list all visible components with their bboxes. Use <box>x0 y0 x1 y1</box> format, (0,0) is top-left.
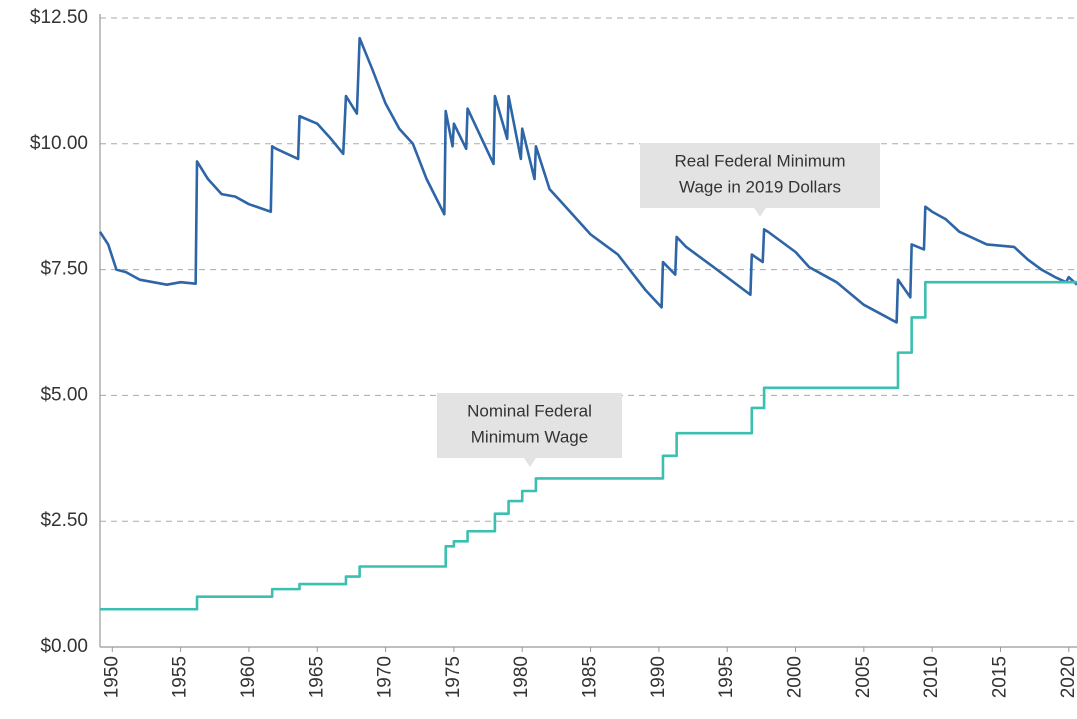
data-line <box>100 280 1077 611</box>
x-tick-label: 2000 <box>785 656 806 698</box>
y-tick-label: $0.00 <box>40 636 88 657</box>
x-tick-label: 2015 <box>989 656 1010 698</box>
x-tick-label: 1990 <box>648 656 669 698</box>
y-tick-label: $2.50 <box>40 510 88 531</box>
x-tick-label: 1995 <box>716 656 737 698</box>
x-tick-label: 1960 <box>238 656 259 698</box>
y-tick-label: $7.50 <box>40 259 88 280</box>
x-tick-label: 1965 <box>306 656 327 698</box>
x-tick-label: 1985 <box>580 656 601 698</box>
annotation-box <box>640 143 880 217</box>
y-tick-label: $10.00 <box>30 133 88 154</box>
annotation-text: Minimum Wage <box>471 427 588 446</box>
x-tick-label: 2010 <box>921 656 942 698</box>
annotation-text: Wage in 2019 Dollars <box>679 177 841 196</box>
x-tick-label: 1950 <box>101 656 122 698</box>
annotation: Real Federal Minimum Wage in 2019 Dollars <box>640 143 880 217</box>
x-tick-label: 1980 <box>511 656 532 698</box>
data-line <box>98 36 1077 324</box>
x-tick-label: 2005 <box>853 656 874 698</box>
y-tick-label: $5.00 <box>40 384 88 405</box>
x-tick-label: 1970 <box>375 656 396 698</box>
annotation-text: Real Federal Minimum <box>675 151 846 170</box>
x-tick-label: 1975 <box>443 656 464 698</box>
y-tick-label: $12.50 <box>30 7 88 28</box>
x-tick-label: 2020 <box>1058 656 1077 698</box>
x-tick-label: 1955 <box>170 656 191 698</box>
annotation-box <box>437 393 622 467</box>
annotation-text: Nominal Federal <box>467 401 592 420</box>
annotation: Nominal Federal Minimum Wage <box>437 393 622 467</box>
